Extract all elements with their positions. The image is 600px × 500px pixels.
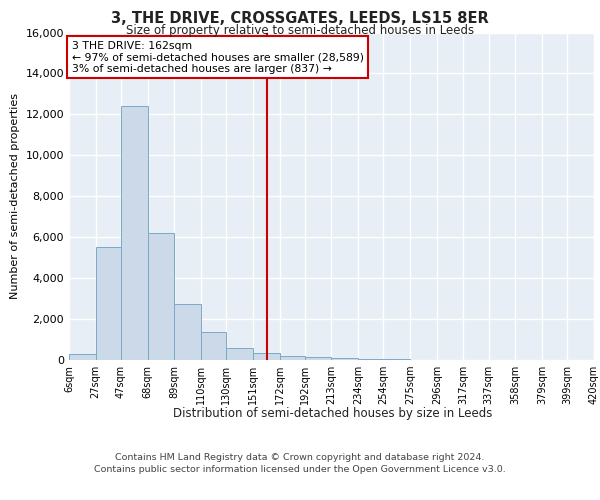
Text: 3, THE DRIVE, CROSSGATES, LEEDS, LS15 8ER: 3, THE DRIVE, CROSSGATES, LEEDS, LS15 8E… bbox=[111, 11, 489, 26]
Text: 3 THE DRIVE: 162sqm
← 97% of semi-detached houses are smaller (28,589)
3% of sem: 3 THE DRIVE: 162sqm ← 97% of semi-detach… bbox=[71, 40, 364, 74]
Bar bbox=[226, 348, 253, 360]
Bar bbox=[383, 359, 410, 360]
Bar bbox=[201, 332, 226, 360]
Bar bbox=[305, 358, 331, 360]
Bar bbox=[280, 356, 305, 360]
Bar bbox=[69, 354, 95, 360]
Bar bbox=[253, 353, 280, 360]
Text: Contains HM Land Registry data © Crown copyright and database right 2024.: Contains HM Land Registry data © Crown c… bbox=[115, 452, 485, 462]
Bar bbox=[358, 359, 383, 360]
Bar bbox=[95, 248, 121, 360]
Bar bbox=[148, 233, 174, 360]
Text: Distribution of semi-detached houses by size in Leeds: Distribution of semi-detached houses by … bbox=[173, 408, 493, 420]
Bar bbox=[174, 304, 201, 360]
Text: Size of property relative to semi-detached houses in Leeds: Size of property relative to semi-detach… bbox=[126, 24, 474, 37]
Bar bbox=[331, 358, 358, 360]
Bar bbox=[121, 106, 148, 360]
Text: Contains public sector information licensed under the Open Government Licence v3: Contains public sector information licen… bbox=[94, 465, 506, 474]
Y-axis label: Number of semi-detached properties: Number of semi-detached properties bbox=[10, 93, 20, 299]
